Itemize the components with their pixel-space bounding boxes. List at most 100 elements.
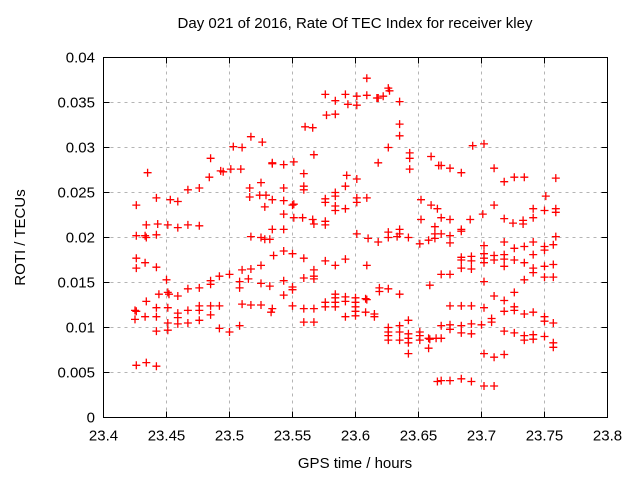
data-point-marker [457, 168, 466, 177]
data-point-marker [405, 154, 414, 163]
data-point-marker [162, 275, 171, 284]
data-point-marker [424, 344, 433, 353]
data-point-marker [163, 288, 172, 297]
data-point-marker [183, 220, 192, 229]
data-point-marker [529, 308, 538, 317]
data-point-marker [457, 227, 466, 236]
chart-title: Day 021 of 2016, Rate Of TEC Index for r… [178, 15, 533, 32]
data-point-marker [238, 143, 247, 152]
data-point-marker [480, 382, 488, 390]
x-tick-label: 23.8 [593, 428, 622, 445]
data-point-marker [480, 349, 488, 358]
y-tick-label: 0.015 [57, 275, 95, 292]
data-point-marker [404, 349, 413, 358]
data-point-marker [490, 353, 499, 362]
y-tick-label: 0.04 [66, 50, 95, 67]
data-point-marker [395, 328, 404, 336]
data-point-marker [510, 288, 519, 297]
data-point-marker [352, 101, 361, 110]
data-point-marker [309, 274, 318, 283]
data-point-marker [173, 197, 182, 206]
data-point-marker [183, 185, 192, 194]
data-point-marker [362, 261, 371, 270]
data-point-marker [374, 158, 383, 167]
data-point-marker [446, 325, 454, 334]
data-point-marker [457, 374, 466, 383]
data-point-marker [467, 377, 476, 386]
data-point-marker [540, 332, 549, 341]
data-point-marker [467, 265, 476, 273]
data-point-marker [430, 234, 439, 243]
data-point-marker [417, 215, 425, 224]
data-point-marker [165, 290, 173, 299]
data-point-marker [395, 97, 404, 106]
data-point-marker [467, 301, 476, 310]
data-point-marker [500, 327, 509, 336]
data-point-marker [395, 336, 404, 345]
data-point-marker [206, 280, 215, 289]
data-point-marker [262, 191, 270, 200]
plot-frame [103, 57, 608, 418]
data-point-marker [173, 319, 182, 328]
data-point-marker [341, 312, 350, 321]
data-point-marker [384, 284, 393, 293]
data-point-marker [309, 304, 318, 313]
data-point-marker [268, 304, 277, 313]
x-tick-label: 23.55 [274, 428, 312, 445]
data-point-marker [343, 100, 352, 109]
data-point-marker [341, 297, 350, 306]
data-point-marker [279, 210, 288, 219]
y-axis-title: ROTI / TECUs [12, 189, 29, 285]
data-point-marker [457, 256, 466, 264]
data-point-marker [437, 376, 446, 385]
data-point-marker [309, 150, 318, 159]
data-point-marker [549, 273, 558, 282]
data-point-marker [279, 291, 288, 300]
data-point-marker [152, 230, 161, 239]
data-point-marker [244, 274, 253, 283]
data-point-marker [152, 193, 161, 202]
data-point-marker [132, 231, 141, 240]
data-point-marker [430, 222, 439, 231]
data-point-marker [331, 261, 340, 270]
data-point-marker [362, 193, 371, 202]
data-point-marker [477, 320, 486, 329]
data-point-marker [520, 258, 529, 267]
data-point-marker [490, 292, 499, 300]
data-point-marker [500, 255, 509, 264]
data-point-marker [415, 336, 424, 345]
data-point-marker [132, 264, 141, 273]
data-point-marker [268, 159, 277, 168]
data-point-marker [529, 238, 538, 246]
data-point-marker [269, 251, 278, 260]
data-point-marker [437, 334, 446, 343]
data-point-marker [405, 165, 414, 174]
data-point-marker [352, 92, 361, 101]
data-point-marker [384, 336, 393, 345]
data-point-marker [362, 295, 371, 304]
data-point-marker [279, 196, 288, 205]
data-point-marker [510, 306, 519, 315]
data-point-marker [163, 319, 172, 327]
data-point-marker [141, 258, 150, 267]
data-point-marker [152, 303, 161, 312]
data-point-marker [395, 131, 404, 140]
data-point-marker [529, 268, 538, 277]
data-point-marker [288, 285, 297, 294]
data-point-marker [446, 238, 454, 247]
data-point-marker [206, 310, 215, 319]
data-point-marker [225, 328, 234, 336]
data-point-marker [309, 220, 318, 228]
data-point-marker [540, 246, 549, 255]
data-point-marker [341, 182, 350, 191]
data-point-marker [384, 233, 393, 242]
data-point-marker [520, 336, 529, 345]
data-point-marker [427, 152, 436, 161]
data-point-marker [551, 174, 560, 183]
y-tick-label: 0.01 [66, 320, 95, 337]
data-point-marker [374, 238, 383, 246]
data-point-marker [245, 184, 254, 192]
data-point-marker [480, 258, 488, 267]
data-point-marker [457, 321, 466, 330]
data-point-marker [424, 236, 433, 245]
